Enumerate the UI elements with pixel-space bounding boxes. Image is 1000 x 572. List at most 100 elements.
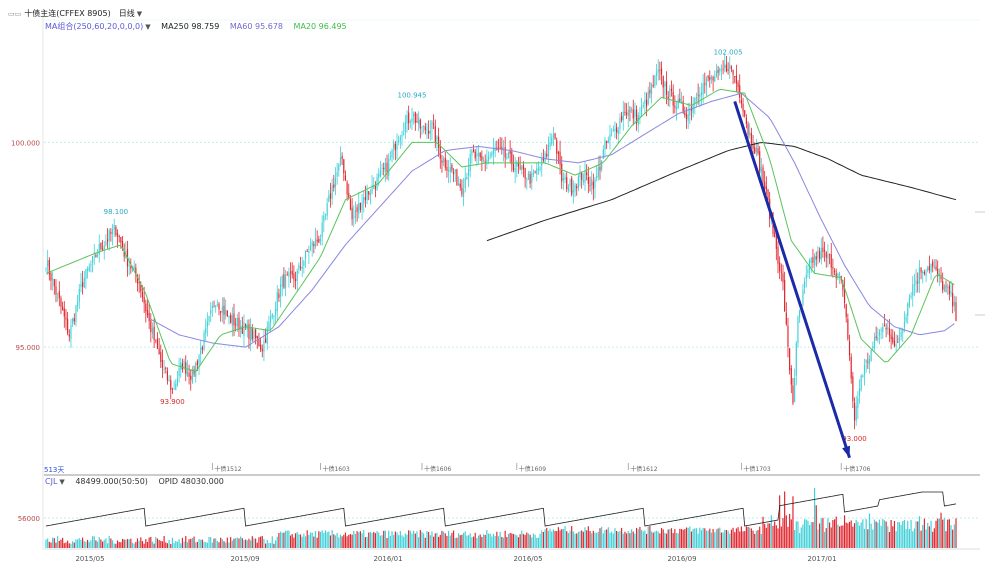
volume-bar [453,530,455,548]
candle-body [789,348,791,371]
candle-body [572,190,574,193]
candle-body [512,163,515,171]
volume-bar [920,530,922,548]
candle-body [456,169,458,186]
volume-bar [835,516,837,548]
candle-body [293,273,295,280]
candle-body [434,126,436,142]
candle-body [552,134,554,137]
candle-body [674,105,676,108]
candle-body [431,121,433,129]
candle-body [932,261,934,267]
volume-bar [945,531,947,548]
candle-body [526,179,528,181]
contract-label: 十债1603 [322,465,349,473]
volume-bar [930,520,932,548]
volume-bar [428,531,430,548]
candle-body [913,284,915,286]
candle-body [757,148,759,154]
volume-bar [78,538,80,548]
candle-body [606,141,608,144]
volume-bar [749,527,751,548]
candle-body [569,180,571,187]
volume-bar [626,533,628,548]
period-selector[interactable]: 日线 ▼ [119,9,142,18]
candle-body [296,270,298,281]
volume-bar [52,537,54,548]
volume-bar [324,530,327,548]
volume-bar [848,521,851,548]
candle-body [564,176,566,180]
candle-body [77,302,79,306]
volume-bar [82,537,84,548]
candle-body [516,162,518,167]
volume-bar [912,531,914,548]
volume-bar [735,528,737,548]
candle-body [687,114,689,121]
candle-body [888,328,891,336]
candle-body [804,281,806,288]
volume-bar [767,523,769,548]
volume-bar [562,528,564,548]
candle-body [358,202,360,214]
candle-body [616,127,618,133]
candle-body [531,173,533,183]
candle-body [607,139,609,143]
candle-body [381,168,383,169]
volume-indicator[interactable]: CJL [45,477,58,486]
candle-body [171,388,174,390]
candle-body [141,292,144,298]
candle-body [248,324,250,339]
candle-body [792,385,794,404]
candle-body [642,105,644,107]
candle-body [702,83,704,95]
volume-bar [632,531,634,548]
ma20-line [45,88,955,373]
contract-label: 十债1609 [519,465,546,473]
volume-bar [652,532,654,548]
candle-body [266,326,268,344]
candle-body [898,338,901,341]
volume-bar [278,532,280,548]
volume-bar [196,541,198,548]
candle-body [143,296,145,304]
candle-body [161,359,164,368]
ma-params[interactable]: MA组合(250,60,20,0,0,0) [45,22,144,31]
candle-body [82,282,84,288]
volume-bar [907,520,909,548]
candle-body [173,387,175,389]
volume-bar [800,527,802,548]
window-menu-icon[interactable]: ▭▭ [8,10,22,18]
candle-body [201,347,203,350]
volume-bar [526,532,528,548]
volume-bar [467,535,470,548]
volume-bar [339,534,342,548]
volume-bar [106,543,109,548]
candle-body [877,337,879,340]
candle-body [810,258,812,263]
volume-bar [446,535,448,548]
volume-bar [255,538,257,548]
candle-body [923,272,925,274]
candle-body [589,184,591,186]
volume-bar [704,528,706,548]
volume-bar [947,519,949,548]
candle-body [78,288,80,302]
volume-bar [697,533,699,548]
candle-body [75,305,77,323]
candle-body [235,324,237,325]
open-interest-value: OPID 48030.000 [158,477,224,486]
volume-bar [245,539,247,548]
candle-body [587,177,589,184]
volume-bar [383,530,385,548]
candle-body [403,133,405,135]
volume-bar [175,541,177,548]
volume-bar [695,528,698,548]
volume-bar [937,518,939,548]
volume-bar [609,532,611,548]
volume-bar [519,534,521,548]
volume-bar [552,529,554,548]
volume-bar [669,528,671,548]
candle-body [897,341,899,343]
candle-body [391,149,393,158]
